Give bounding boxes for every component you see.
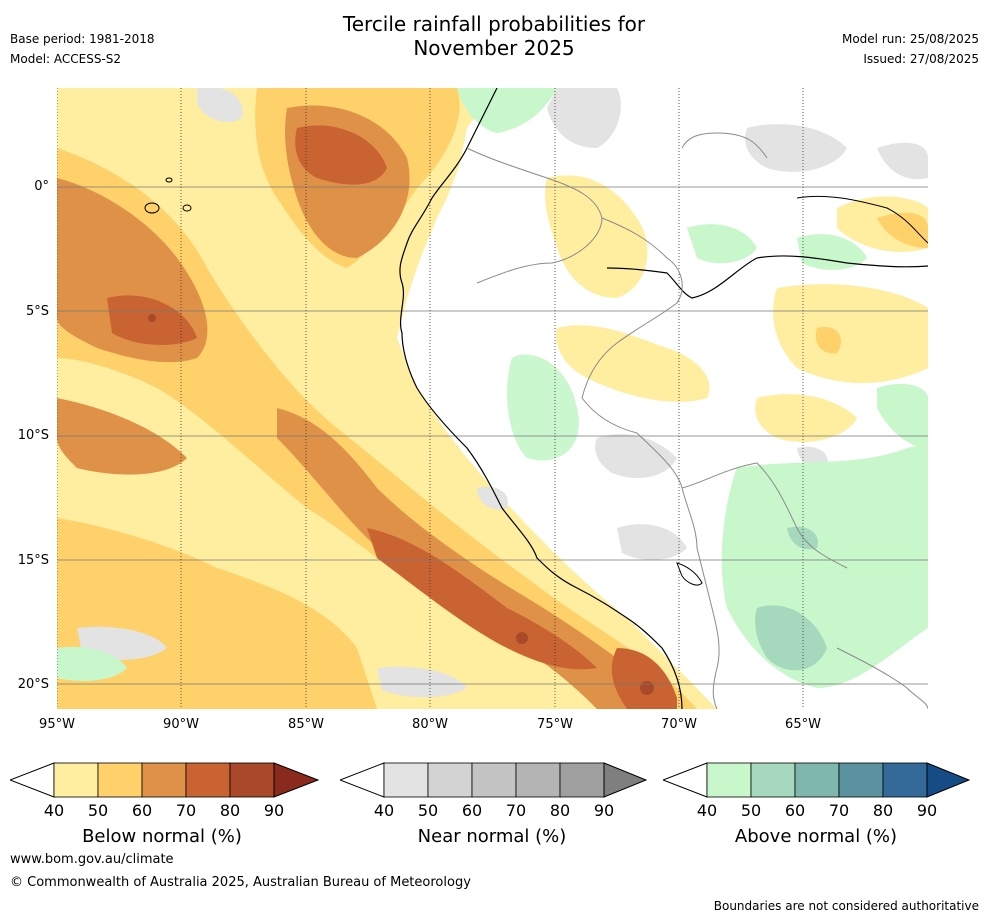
- lon-label-75w: 75°W: [537, 717, 573, 732]
- northern-river: [796, 195, 929, 244]
- colorbar-below-title: Below normal (%): [82, 826, 242, 847]
- lon-label-70w: 70°W: [661, 717, 697, 732]
- colorbar-near-tick-60: 60: [461, 801, 483, 820]
- meta-left: Base period: 1981-2018 Model: ACCESS-S2: [10, 31, 155, 67]
- forecast-map: [56, 87, 929, 710]
- colorbar-above-tick-60: 60: [784, 801, 806, 820]
- colorbar-near-min-arrow: [338, 762, 385, 798]
- lat-label-5s: 5°S: [25, 304, 49, 319]
- colorbar-near-bin-5: [559, 762, 605, 798]
- colorbar-below-bin-1: [53, 762, 99, 798]
- colorbar-near-svg: [338, 762, 648, 798]
- colorbar-above: [661, 762, 973, 802]
- lon-label-95w: 95°W: [39, 717, 75, 732]
- colorbar-near-tick-90: 90: [593, 801, 615, 820]
- base-period: Base period: 1981-2018: [10, 32, 155, 46]
- below-normal-inland: [545, 175, 928, 442]
- colorbar-above-bin-5: [882, 762, 928, 798]
- galapagos-islands: [144, 177, 192, 214]
- colorbar-near-bin-4: [515, 762, 561, 798]
- colorbar-above-bin-4: [838, 762, 884, 798]
- colorbar-below-bin-2: [97, 762, 143, 798]
- colorbar-near-title: Near normal (%): [417, 826, 567, 847]
- model-run: Model run: 25/08/2025: [841, 32, 979, 46]
- colorbar-below-tick-90: 90: [263, 801, 285, 820]
- colorbar-below-tick-60: 60: [131, 801, 153, 820]
- colorbar-above-tick-70: 70: [828, 801, 850, 820]
- colorbar-below-min-arrow: [8, 762, 55, 798]
- colorbar-near-max-arrow: [603, 762, 648, 798]
- lon-label-65w: 65°W: [785, 717, 821, 732]
- colorbar-above-svg: [661, 762, 971, 798]
- colorbar-near-tick-70: 70: [505, 801, 527, 820]
- lat-label-20s: 20°S: [17, 677, 49, 692]
- colorbar-above-tick-40: 40: [696, 801, 718, 820]
- amazon-river: [606, 255, 929, 299]
- lat-label-0: 0°: [34, 179, 49, 194]
- issued-date: Issued: 27/08/2025: [863, 52, 979, 66]
- footer-note: Boundaries are not considered authoritat…: [713, 899, 979, 913]
- colorbar-above-tick-50: 50: [740, 801, 762, 820]
- colorbar-near-bin-2: [427, 762, 473, 798]
- colorbar-below-bin-5: [229, 762, 275, 798]
- coastline: [399, 87, 683, 710]
- lat-label-15s: 15°S: [17, 553, 49, 568]
- colorbar-near-tick-40: 40: [373, 801, 395, 820]
- lon-label-85w: 85°W: [288, 717, 324, 732]
- page-title: Tercile rainfall probabilities for Novem…: [0, 12, 988, 60]
- lon-label-90w: 90°W: [163, 717, 199, 732]
- title-line-2: November 2025: [413, 36, 575, 60]
- colorbar-below-tick-70: 70: [175, 801, 197, 820]
- colorbar-below-tick-40: 40: [43, 801, 65, 820]
- title-line-1: Tercile rainfall probabilities for: [342, 12, 646, 36]
- colorbar-near-bin-3: [471, 762, 517, 798]
- colorbar-below-tick-80: 80: [219, 801, 241, 820]
- model-name: Model: ACCESS-S2: [10, 52, 122, 66]
- graticule: [56, 88, 928, 709]
- country-borders: [466, 132, 929, 710]
- colorbar-above-title: Above normal (%): [734, 826, 898, 847]
- footer-url[interactable]: www.bom.gov.au/climate: [10, 852, 174, 867]
- colorbar-near-tick-80: 80: [549, 801, 571, 820]
- colorbar-below-svg: [8, 762, 320, 798]
- colorbar-below-bin-3: [141, 762, 187, 798]
- colorbar-above-tick-90: 90: [916, 801, 938, 820]
- colorbar-above-bin-3: [794, 762, 840, 798]
- lat-label-10s: 10°S: [17, 428, 49, 443]
- colorbar-below-bin-4: [185, 762, 231, 798]
- colorbar-above-tick-80: 80: [872, 801, 894, 820]
- above-normal-field: [57, 88, 928, 688]
- colorbar-near-tick-50: 50: [417, 801, 439, 820]
- footer-copyright: © Commonwealth of Australia 2025, Austra…: [10, 875, 471, 890]
- meta-right: Model run: 25/08/2025 Issued: 27/08/2025: [842, 31, 979, 67]
- colorbar-above-max-arrow: [926, 762, 971, 798]
- lon-label-80w: 80°W: [412, 717, 448, 732]
- colorbar-above-bin-2: [750, 762, 796, 798]
- forecast-map-svg: [56, 87, 929, 710]
- colorbar-below-max-arrow: [273, 762, 320, 798]
- colorbar-above-min-arrow: [661, 762, 708, 798]
- colorbar-near: [338, 762, 650, 802]
- colorbar-below-tick-50: 50: [87, 801, 109, 820]
- colorbar-near-bin-1: [383, 762, 429, 798]
- colorbar-above-bin-1: [706, 762, 752, 798]
- colorbar-below: [8, 762, 320, 802]
- lake-titicaca: [676, 562, 703, 586]
